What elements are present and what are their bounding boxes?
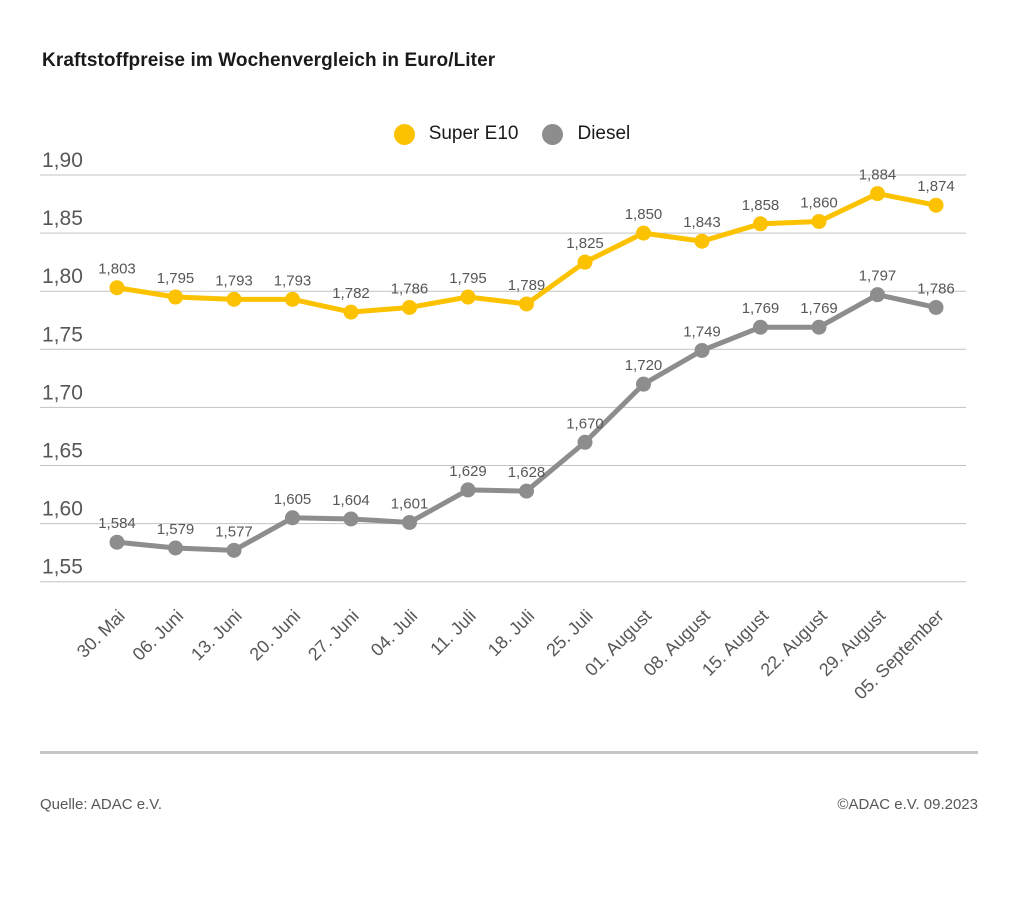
diesel-point: [343, 511, 359, 527]
super-e10-point: [402, 299, 417, 315]
diesel-value-label: 1,720: [625, 357, 663, 374]
super-e10-point: [753, 216, 768, 232]
diesel-point: [694, 342, 710, 358]
super-e10-point: [519, 296, 534, 312]
diesel-value-label: 1,577: [215, 523, 253, 540]
diesel-value-label: 1,749: [683, 323, 721, 340]
super-e10-dot-icon: [393, 123, 415, 145]
super-e10-point: [109, 280, 125, 296]
diesel-value-label: 1,670: [566, 415, 604, 432]
super-e10-point: [928, 197, 944, 213]
y-tick-label: 1,75: [42, 323, 83, 346]
diesel-point: [928, 299, 944, 315]
y-tick-label: 1,65: [42, 440, 83, 463]
diesel-value-label: 1,797: [859, 268, 897, 285]
x-tick-label: 06. Juni: [129, 606, 188, 665]
diesel-point: [168, 540, 183, 556]
diesel-point: [636, 376, 651, 392]
super-e10-value-label: 1,874: [917, 178, 955, 195]
legend-item-super-e10: Super E10: [393, 123, 519, 145]
super-e10-point: [811, 213, 827, 229]
series-super-e10: 1,803 1,795 1,793 1,793 1,782 1,786 1,795 1,789…: [98, 167, 955, 320]
diesel-point: [519, 483, 534, 499]
y-axis-labels: 1,90 1,85 1,80 1,75 1,70 1,65 1,60 1,55: [42, 149, 83, 579]
diesel-point: [753, 319, 768, 335]
legend-label-diesel: Diesel: [577, 123, 631, 144]
x-tick-label: 30. Mai: [73, 606, 129, 662]
legend-item-diesel: Diesel: [542, 123, 630, 145]
super-e10-value-label: 1,843: [683, 214, 721, 231]
super-e10-value-label: 1,825: [566, 235, 604, 252]
super-e10-value-label: 1,803: [98, 261, 136, 278]
legend-label-super-e10: Super E10: [428, 123, 519, 144]
y-tick-label: 1,85: [42, 207, 83, 230]
diesel-value-label: 1,786: [917, 280, 955, 297]
x-tick-label: 11. Juli: [426, 606, 480, 660]
super-e10-value-label: 1,789: [508, 277, 546, 294]
super-e10-value-label: 1,795: [449, 270, 487, 287]
diesel-value-label: 1,769: [742, 300, 780, 317]
super-e10-point: [460, 289, 476, 305]
gridlines: [40, 174, 966, 583]
super-e10-value-label: 1,782: [332, 285, 370, 302]
chart-legend: Super E10 Diesel: [0, 123, 1024, 145]
source-note: Quelle: ADAC e.V.: [40, 796, 163, 813]
x-axis-labels: 30. Mai 06. Juni 13. Juni 20. Juni 27. Juni 0…: [73, 606, 948, 704]
diesel-value-label: 1,605: [274, 491, 312, 508]
x-tick-label: 27. Juni: [304, 606, 363, 665]
page-title: Kraftstoffpreise im Wochenvergleich in E…: [42, 50, 496, 71]
y-tick-label: 1,80: [42, 265, 83, 288]
diesel-value-label: 1,579: [157, 521, 195, 538]
x-tick-label: 04. Juli: [367, 606, 421, 660]
diesel-point: [402, 514, 417, 530]
super-e10-point: [694, 233, 710, 249]
gray-dot-icon: [542, 123, 564, 145]
super-e10-value-label: 1,793: [215, 272, 253, 289]
super-e10-value-label: 1,858: [742, 197, 780, 214]
super-e10-value-label: 1,786: [391, 280, 429, 297]
diesel-value-label: 1,584: [98, 515, 136, 532]
diesel-point: [226, 542, 242, 558]
y-tick-label: 1,70: [42, 381, 83, 404]
footer-divider: [40, 751, 978, 754]
diesel-point: [870, 287, 885, 303]
super-e10-point: [226, 291, 242, 307]
super-e10-value-label: 1,884: [859, 167, 897, 184]
y-tick-label: 1,55: [42, 556, 83, 579]
super-e10-value-label: 1,850: [625, 206, 663, 223]
super-e10-point: [285, 291, 300, 307]
super-e10-value-label: 1,795: [157, 270, 195, 287]
copyright-note: ©ADAC e.V. 09.2023: [837, 796, 978, 813]
y-tick-label: 1,60: [42, 498, 83, 521]
super-e10-point: [636, 225, 651, 241]
diesel-point: [811, 319, 827, 335]
diesel-value-label: 1,604: [332, 492, 370, 509]
diesel-value-label: 1,629: [449, 463, 487, 480]
diesel-value-label: 1,601: [391, 495, 429, 512]
diesel-point: [577, 434, 593, 450]
x-tick-label: 18. Juli: [484, 606, 538, 660]
diesel-value-label: 1,628: [508, 464, 546, 481]
series-diesel: 1,584 1,579 1,577 1,605 1,604 1,601 1,629 1,628…: [98, 268, 955, 558]
super-e10-point: [168, 289, 183, 305]
x-tick-label: 25. Juli: [542, 606, 596, 660]
diesel-value-label: 1,769: [800, 300, 838, 317]
y-tick-label: 1,90: [42, 149, 83, 172]
super-e10-point: [577, 254, 593, 270]
x-tick-label: 20. Juni: [246, 606, 305, 665]
diesel-point: [460, 482, 476, 498]
diesel-point: [285, 510, 300, 526]
super-e10-point: [870, 186, 885, 202]
x-tick-label: 13. Juni: [187, 606, 246, 665]
diesel-point: [109, 534, 125, 550]
super-e10-value-label: 1,793: [274, 272, 312, 289]
diesel-line: [116, 292, 937, 553]
super-e10-value-label: 1,860: [800, 194, 838, 211]
super-e10-point: [343, 304, 359, 320]
